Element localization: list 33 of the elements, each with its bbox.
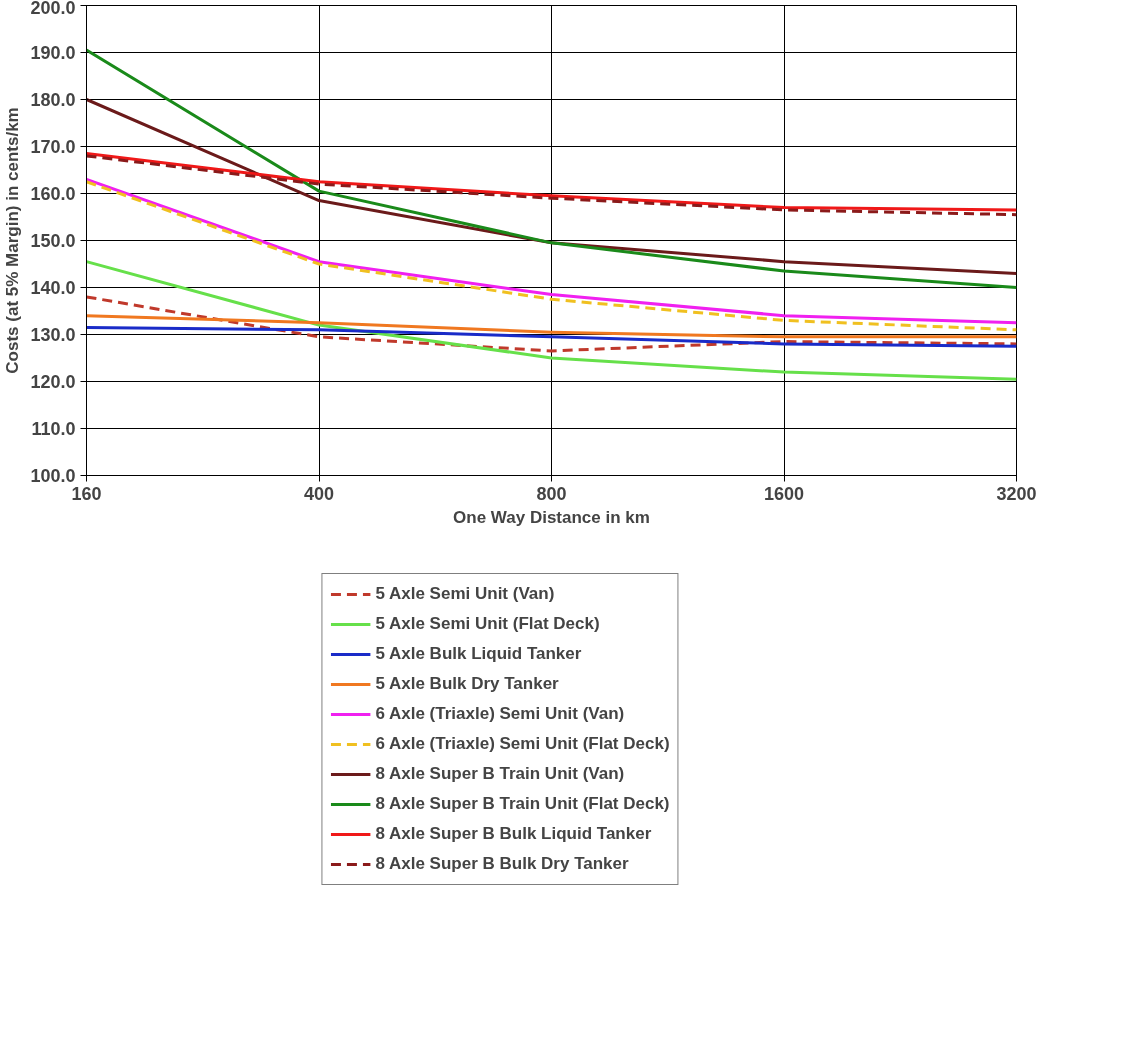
x-tick-label: 160 [71, 483, 102, 504]
line-series [86, 325, 1017, 348]
y-tick-label: 110.0 [31, 419, 76, 439]
line-series [86, 48, 1017, 289]
legend-label: 5 Axle Semi Unit (Flat Deck) [375, 613, 600, 635]
y-tick-label: 120.0 [30, 372, 76, 392]
x-tick-label: 800 [536, 483, 567, 504]
y-tick-label: 200.0 [30, 0, 76, 18]
y-axis-title: Costs (at 5% Margin) in cents/km [3, 107, 23, 374]
x-axis-title: One Way Distance in km [453, 507, 650, 527]
x-tick-label: 400 [303, 483, 335, 504]
legend-label: 5 Axle Bulk Liquid Tanker [375, 643, 582, 665]
x-tick-label: 3200 [996, 483, 1037, 504]
y-tick-label: 140.0 [30, 278, 76, 298]
legend-label: 8 Axle Super B Bulk Dry Tanker [375, 853, 629, 875]
y-tick-label: 180.0 [30, 90, 76, 110]
y-tick-label: 130.0 [30, 325, 76, 345]
y-tick-label: 100.0 [30, 466, 76, 486]
y-tick-label: 160.0 [30, 184, 76, 204]
legend-label: 6 Axle (Triaxle) Semi Unit (Flat Deck) [375, 733, 670, 755]
line-series [86, 295, 1017, 353]
legend-label: 5 Axle Bulk Dry Tanker [375, 673, 559, 695]
y-tick-label: 150.0 [30, 231, 76, 251]
line-series [86, 260, 1017, 381]
y-tick-label: 190.0 [30, 43, 76, 63]
legend-label: 6 Axle (Triaxle) Semi Unit (Van) [375, 703, 625, 725]
legend-label: 8 Axle Super B Train Unit (Flat Deck) [375, 793, 670, 815]
x-tick-label: 1600 [763, 483, 805, 504]
y-tick-label: 170.0 [30, 137, 76, 157]
legend-label: 8 Axle Super B Train Unit (Van) [375, 763, 625, 785]
legend-label: 5 Axle Semi Unit (Van) [375, 583, 555, 605]
line-series [86, 314, 1017, 339]
legend-label: 8 Axle Super B Bulk Liquid Tanker [375, 823, 652, 845]
